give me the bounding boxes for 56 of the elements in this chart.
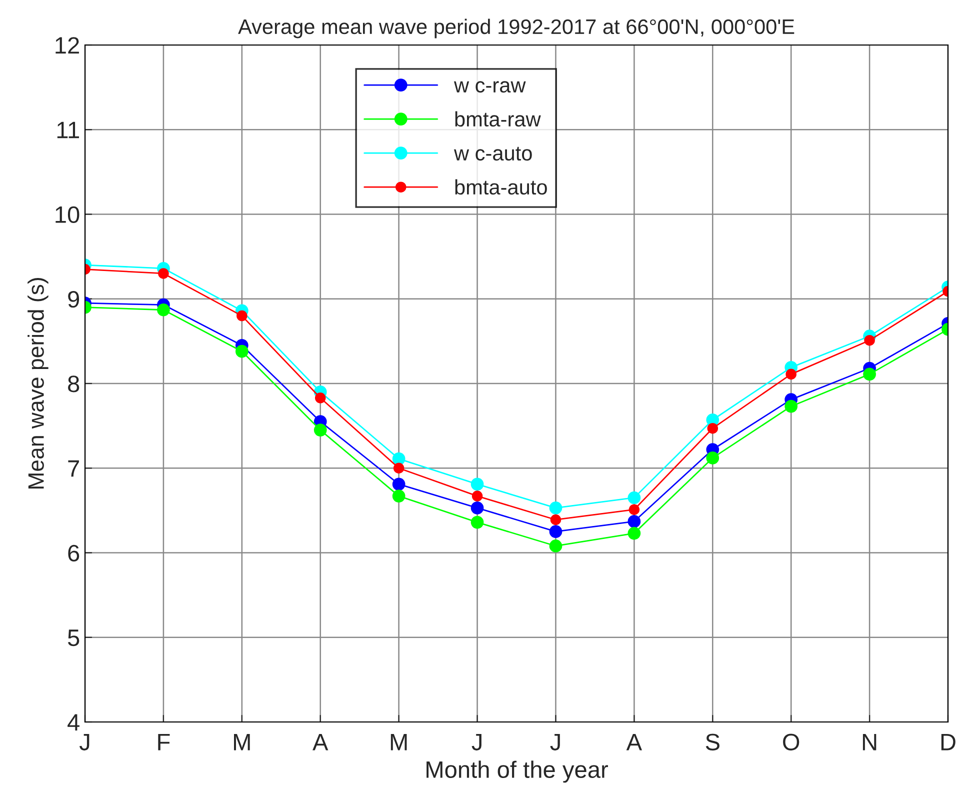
y-tick-label: 11 [57, 122, 79, 138]
legend-label: w c-raw [454, 81, 526, 93]
point [314, 392, 326, 404]
y-axis-title: Mean wave period (s) [28, 278, 48, 489]
point [628, 504, 640, 515]
point [392, 452, 406, 466]
point [470, 516, 484, 529]
point [158, 268, 169, 279]
point [786, 368, 796, 380]
point [470, 478, 484, 491]
point [393, 462, 404, 474]
x-tick-label: A [312, 734, 328, 750]
legend-label: bmta-auto [455, 179, 547, 195]
x-tick-label: A [626, 734, 642, 750]
point [236, 310, 248, 322]
point [314, 424, 327, 436]
y-tick-label: 8 [68, 376, 80, 392]
point [157, 303, 170, 316]
y-tick-label: 7 [68, 460, 79, 477]
point [472, 490, 483, 502]
x-tick-label: F [158, 734, 170, 750]
point [784, 400, 798, 413]
point [628, 515, 641, 528]
point [549, 540, 562, 552]
x-axis-title: Month of the year [426, 760, 608, 783]
x-tick-label: S [706, 734, 720, 750]
x-tick-label: M [234, 734, 250, 750]
point [706, 452, 720, 464]
y-tick-label: 12 [56, 37, 79, 54]
point [392, 478, 406, 491]
point [707, 422, 718, 434]
point [392, 490, 406, 502]
x-tick-label: J [472, 734, 482, 750]
point [235, 344, 248, 358]
y-tick-label: 5 [68, 630, 80, 646]
point [628, 526, 641, 540]
point [549, 501, 562, 514]
y-tick-label: 10 [56, 206, 80, 224]
point [549, 525, 562, 538]
legend-label: w c-auto [454, 146, 532, 161]
legend-label: bmta-raw [455, 111, 541, 127]
point [863, 368, 876, 381]
x-tick-label: D [941, 734, 956, 750]
x-tick-label: J [79, 734, 90, 750]
point [470, 501, 484, 514]
y-tick-label: 6 [68, 544, 80, 562]
x-tick-label: J [550, 734, 560, 750]
point [628, 491, 641, 504]
y-tick-label: 9 [68, 290, 80, 308]
chart-title: Average mean wave period 1992-2017 at 66°00'N, 000°00'E [238, 18, 794, 38]
x-tick-label: N [862, 734, 876, 750]
x-tick-label: M [390, 734, 407, 750]
point [864, 334, 875, 346]
point [550, 514, 562, 526]
x-tick-label: O [783, 734, 800, 750]
y-tick-label: 4 [68, 714, 80, 731]
